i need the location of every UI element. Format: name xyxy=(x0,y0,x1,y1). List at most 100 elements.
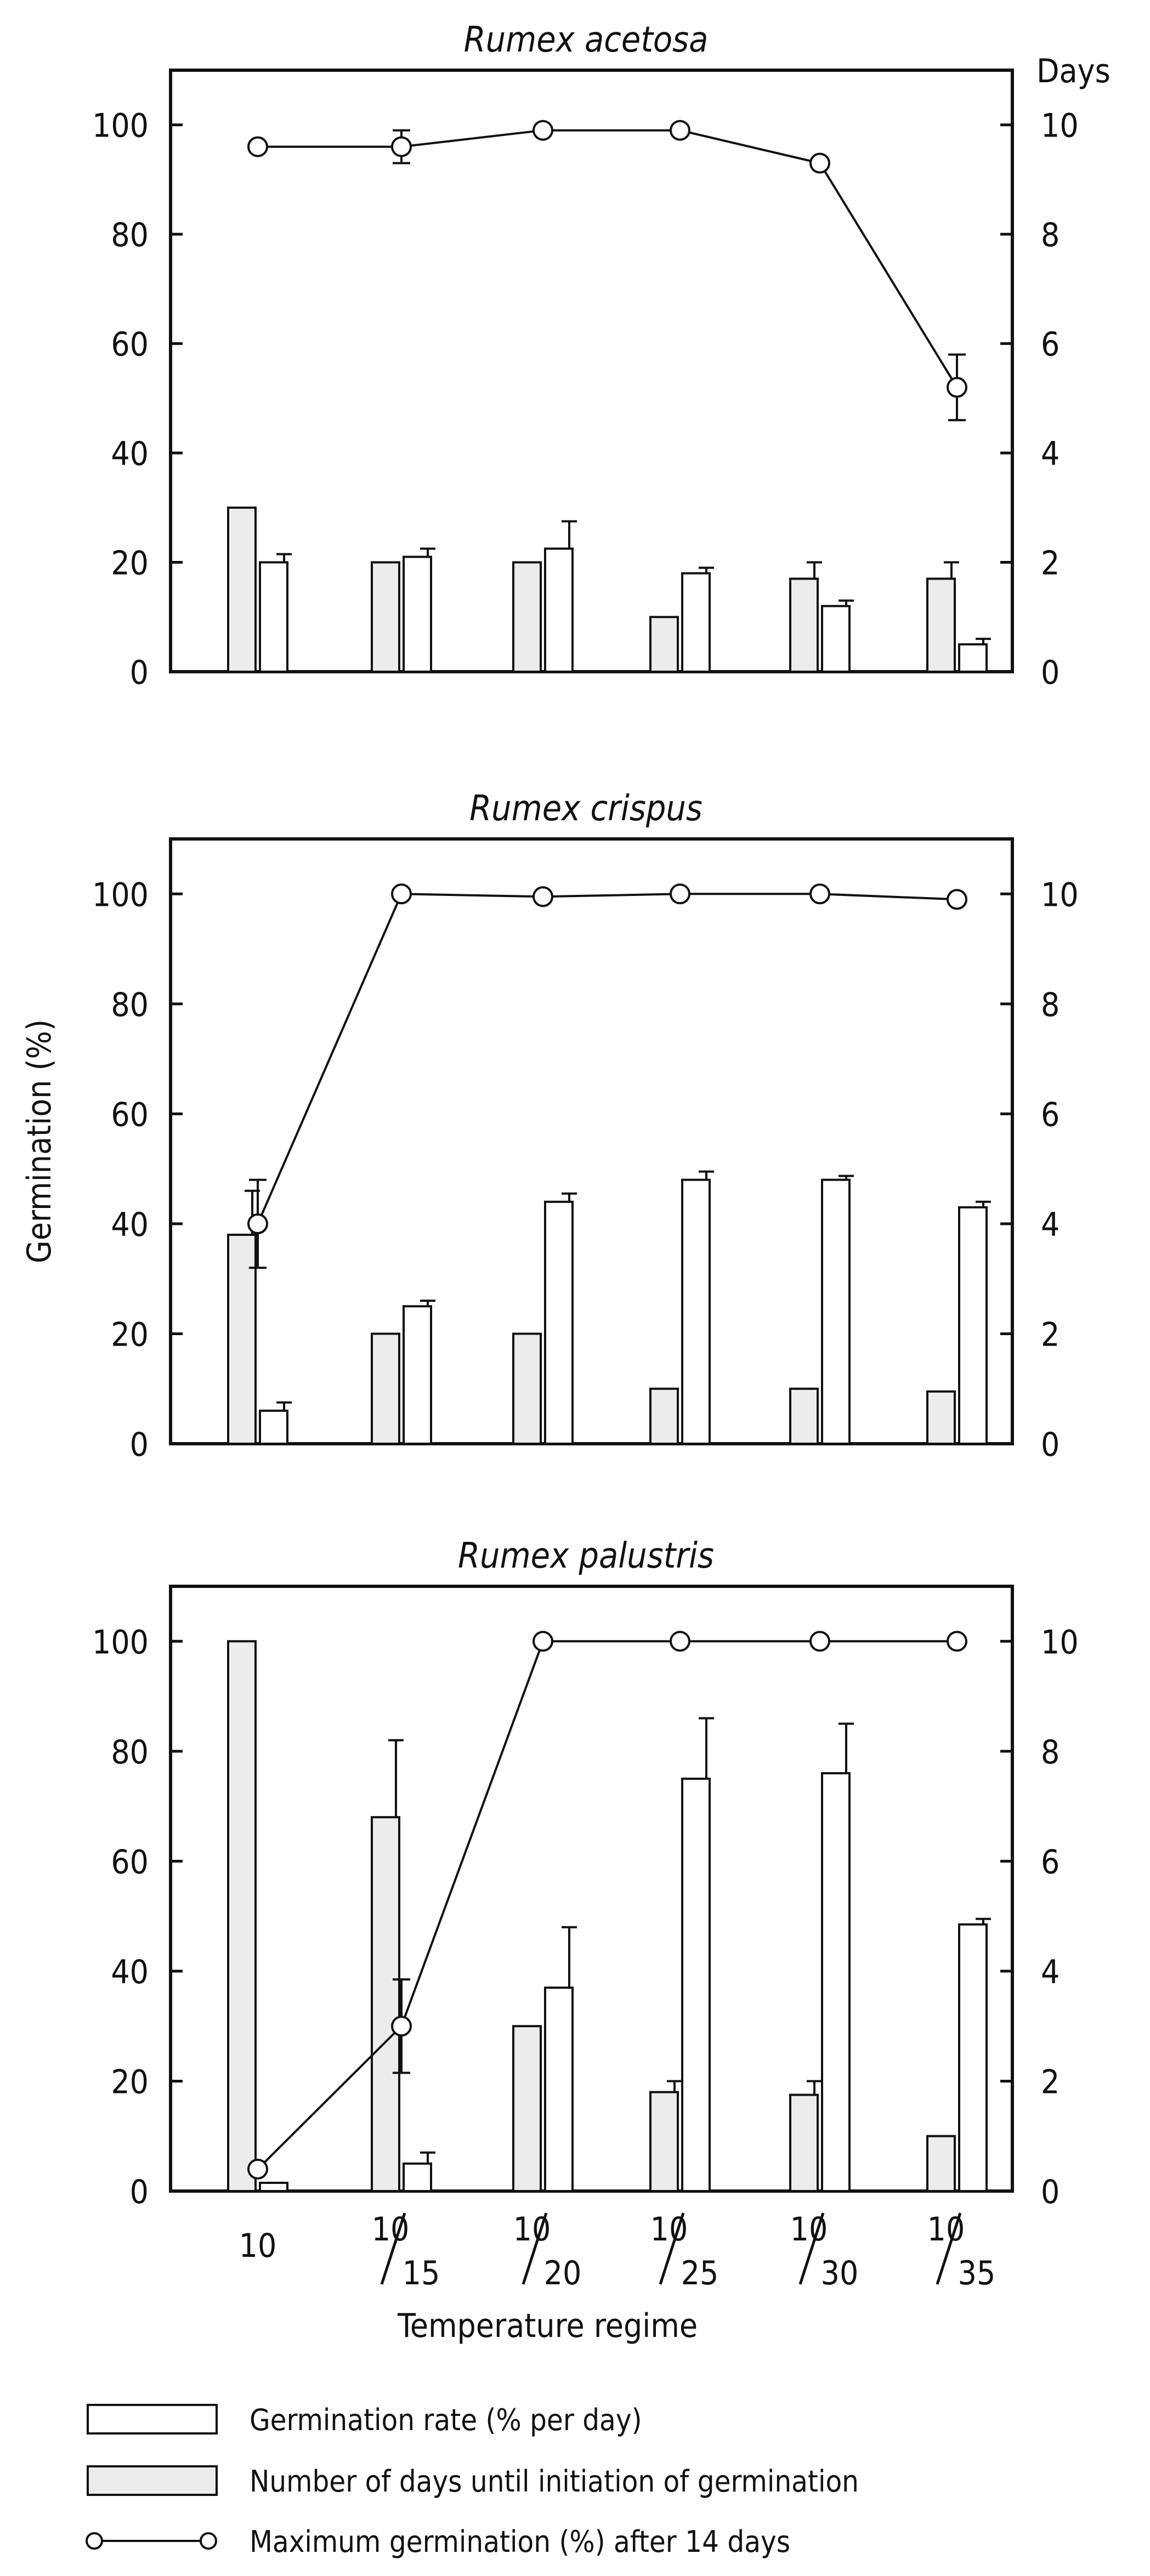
max-germination-line xyxy=(257,1640,957,2170)
right-tick-label: 10 xyxy=(1041,876,1079,914)
bar-days-until-germination xyxy=(227,1640,257,2192)
left-tick-label: 40 xyxy=(111,1206,149,1244)
bar-days-until-germination xyxy=(926,577,956,673)
left-tick-label: 0 xyxy=(130,1426,149,1464)
max-germination-point xyxy=(809,1631,830,1652)
left-tick-label: 60 xyxy=(111,1096,149,1134)
bar-days-until-germination xyxy=(371,1332,400,1445)
panel-title: Rumex acetosa xyxy=(464,20,709,60)
panel-title: Rumex crispus xyxy=(469,788,703,829)
legend-circle-marker xyxy=(200,2532,217,2550)
left-tick-label: 100 xyxy=(92,107,149,145)
bar-germination-rate xyxy=(403,1305,432,1445)
plot-frame xyxy=(169,1585,1014,2193)
left-tick-label: 100 xyxy=(92,1623,149,1661)
bar-germination-rate xyxy=(403,555,432,673)
max-germination-point xyxy=(532,1631,553,1652)
right-tick-label: 8 xyxy=(1041,986,1060,1024)
left-tick-label: 40 xyxy=(111,1953,149,1991)
bar-days-until-germination xyxy=(926,1390,956,1445)
left-tick-label: 80 xyxy=(111,986,149,1024)
x-tick-label-bottom: 25 xyxy=(681,2254,719,2293)
bar-germination-rate xyxy=(821,605,851,673)
right-axis-label: Days xyxy=(1036,52,1111,90)
max-germination-point xyxy=(532,886,553,907)
legend-item-rate: Germination rate (% per day) xyxy=(87,2403,642,2437)
right-tick-label: 4 xyxy=(1041,1953,1060,1991)
bar-germination-rate xyxy=(544,547,574,673)
bar-germination-rate xyxy=(544,1986,574,2193)
max-germination-point xyxy=(947,1631,967,1652)
legend-text: Germination rate (% per day) xyxy=(250,2403,642,2437)
left-tick-label: 80 xyxy=(111,216,149,254)
left-tick-label: 100 xyxy=(92,876,149,914)
right-tick-label: 6 xyxy=(1041,326,1060,364)
max-germination-point xyxy=(809,152,830,174)
bar-germination-rate xyxy=(544,1200,574,1445)
bar-days-until-germination xyxy=(649,2091,679,2192)
right-tick-label: 2 xyxy=(1041,2063,1060,2101)
right-tick-label: 6 xyxy=(1041,1096,1060,1134)
legend-text: Maximum germination (%) after 14 days xyxy=(250,2524,790,2559)
bar-germination-rate xyxy=(403,2162,432,2192)
panel-title: Rumex palustris xyxy=(458,1536,714,1576)
max-germination-point xyxy=(947,889,967,910)
x-tick-fraction-slash xyxy=(659,2212,685,2285)
left-tick-label: 80 xyxy=(111,1733,149,1772)
max-germination-line xyxy=(258,129,958,388)
right-tick-label: 10 xyxy=(1041,107,1079,145)
bar-days-until-germination xyxy=(227,1233,257,1445)
bar-days-until-germination xyxy=(371,1816,400,2193)
bar-days-until-germination xyxy=(227,506,257,673)
bar-days-until-germination xyxy=(649,1387,679,1445)
max-germination-point xyxy=(391,883,412,905)
right-tick-label: 2 xyxy=(1041,544,1060,583)
bar-germination-rate xyxy=(681,1777,711,2193)
left-tick-label: 0 xyxy=(130,2173,149,2211)
right-tick-label: 4 xyxy=(1041,1206,1060,1244)
left-tick-label: 20 xyxy=(111,2063,149,2101)
bar-days-until-germination xyxy=(512,561,542,673)
right-tick-label: 2 xyxy=(1041,1315,1060,1354)
right-tick-label: 0 xyxy=(1041,1426,1060,1464)
left-tick-label: 60 xyxy=(111,1843,149,1881)
x-axis-label: Temperature regime xyxy=(397,2307,698,2345)
left-axis-label: Germination (%) xyxy=(20,1019,59,1263)
bar-germination-rate xyxy=(681,1178,711,1445)
left-tick-label: 0 xyxy=(130,654,149,692)
legend: Germination rate (% per day) Number of da… xyxy=(86,2403,859,2559)
x-tick-fraction-slash xyxy=(380,2212,406,2285)
legend-dotted-bar-swatch xyxy=(87,2465,218,2496)
legend-item-days: Number of days until initiation of germi… xyxy=(87,2464,859,2499)
legend-item-max: Maximum germination (%) after 14 days xyxy=(86,2524,790,2559)
max-germination-point xyxy=(670,883,690,905)
x-tick-label-bottom: 15 xyxy=(403,2254,440,2293)
max-germination-point xyxy=(247,136,268,157)
bar-germination-rate xyxy=(958,1206,988,1445)
right-tick-label: 6 xyxy=(1041,1843,1060,1881)
bar-days-until-germination xyxy=(926,2135,956,2193)
plot-frame xyxy=(169,837,1014,1445)
left-tick-label: 40 xyxy=(111,435,149,473)
right-tick-label: 8 xyxy=(1041,1733,1060,1772)
chart-panel-2: Rumex crispus 0 20 40 60 80 100 0 2 4 6 8 10 Germinat… xyxy=(20,788,1079,1464)
bar-days-until-germination xyxy=(789,577,819,673)
x-tick-label: 10 xyxy=(239,2227,277,2265)
bar-germination-rate xyxy=(958,1923,988,2192)
max-germination-line xyxy=(257,893,958,1224)
bar-germination-rate xyxy=(259,1409,288,1445)
max-germination-point xyxy=(670,120,690,141)
right-tick-label: 10 xyxy=(1041,1623,1079,1661)
bar-germination-rate xyxy=(821,1178,851,1445)
x-tick-label-bottom: 20 xyxy=(544,2254,582,2293)
right-tick-label: 0 xyxy=(1041,2173,1060,2211)
x-tick-label-bottom: 35 xyxy=(958,2254,996,2293)
max-germination-point xyxy=(532,120,553,141)
x-tick-fraction-slash xyxy=(798,2212,825,2285)
max-germination-point xyxy=(391,136,412,157)
right-tick-label: 4 xyxy=(1041,435,1060,473)
bar-germination-rate xyxy=(259,2181,288,2192)
legend-circle-marker xyxy=(86,2532,103,2550)
